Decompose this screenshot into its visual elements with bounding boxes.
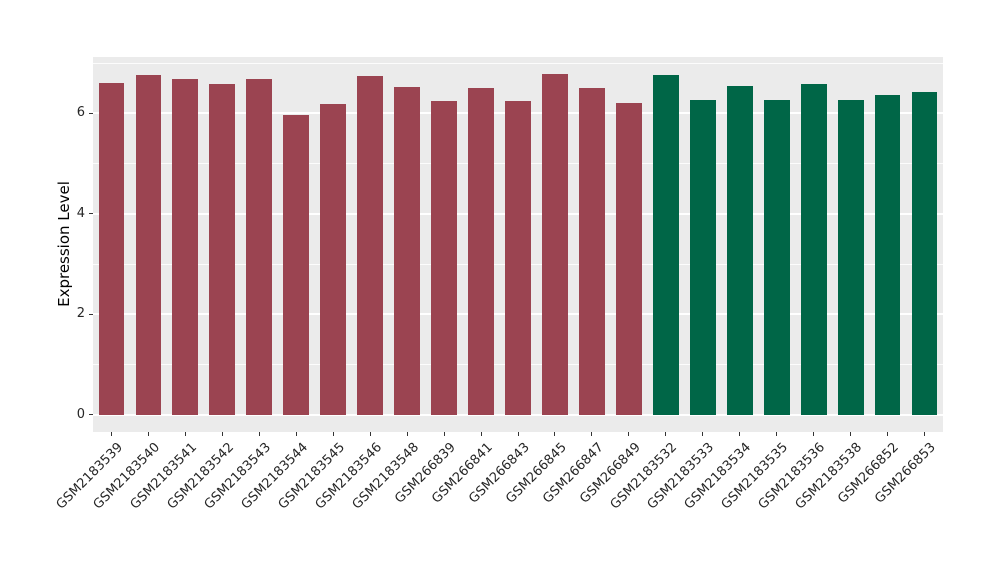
bar-GSM266841: [468, 88, 494, 415]
bar-GSM2183536: [800, 83, 827, 415]
bar-GSM2183539: [98, 83, 125, 415]
x-tick-mark: [924, 432, 926, 436]
x-tick-mark: [776, 432, 778, 436]
x-tick-mark: [702, 432, 704, 436]
bar-GSM266847: [578, 88, 605, 415]
x-tick-mark: [184, 432, 186, 436]
x-tick-mark: [406, 432, 408, 436]
y-tick-mark: [89, 414, 93, 416]
bar-GSM2183538: [837, 100, 864, 415]
bar-GSM2183543: [246, 78, 273, 415]
bar-GSM266853: [911, 92, 938, 415]
bar-GSM2183540: [135, 74, 162, 415]
bar-GSM266845: [542, 74, 568, 415]
y-tick-mark: [89, 313, 93, 315]
x-tick-mark: [517, 432, 519, 436]
x-tick-mark: [628, 432, 630, 436]
y-tick-mark: [89, 112, 93, 114]
bar-GSM266843: [505, 100, 531, 415]
plot-panel: [93, 57, 943, 432]
bar-GSM2183535: [763, 100, 790, 415]
x-tick-mark: [443, 432, 445, 436]
x-tick-mark: [295, 432, 297, 436]
x-tick-mark: [480, 432, 482, 436]
y-tick-label: 6: [76, 105, 85, 121]
bar-GSM2183534: [726, 85, 753, 415]
bar-GSM266852: [874, 95, 901, 415]
x-tick-mark: [887, 432, 889, 436]
bar-GSM2183542: [209, 83, 236, 415]
x-tick-mark: [554, 432, 556, 436]
x-tick-mark: [110, 432, 112, 436]
y-tick-label: 2: [76, 306, 85, 322]
x-tick-mark: [147, 432, 149, 436]
major-gridline: [93, 413, 943, 416]
bar-GSM2183544: [283, 115, 310, 415]
minor-gridline: [93, 62, 943, 64]
x-tick-mark: [258, 432, 260, 436]
x-tick-mark: [332, 432, 334, 436]
bar-GSM2183532: [652, 74, 679, 415]
x-tick-mark: [665, 432, 667, 436]
x-tick-mark: [850, 432, 852, 436]
y-tick-label: 4: [76, 205, 85, 221]
x-tick-mark: [591, 432, 593, 436]
x-tick-mark: [221, 432, 223, 436]
y-tick-label: 0: [76, 406, 85, 422]
y-tick-mark: [89, 213, 93, 215]
bar-GSM2183548: [394, 86, 421, 415]
bar-GSM266839: [431, 101, 457, 415]
bar-GSM2183533: [689, 100, 716, 415]
y-axis-title: Expression Level: [55, 181, 73, 307]
bar-GSM2183546: [357, 75, 384, 415]
x-tick-mark: [369, 432, 371, 436]
bar-GSM266849: [615, 102, 642, 415]
bar-GSM2183545: [320, 104, 347, 415]
x-tick-mark: [739, 432, 741, 436]
x-tick-mark: [813, 432, 815, 436]
bar-GSM2183541: [172, 79, 199, 415]
